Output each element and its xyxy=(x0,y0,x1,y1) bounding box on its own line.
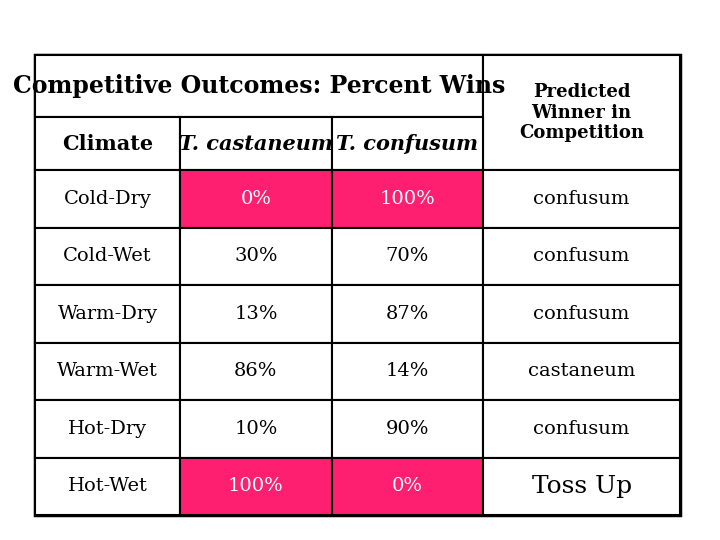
Text: Predicted
Winner in
Competition: Predicted Winner in Competition xyxy=(519,83,644,143)
Text: Toss Up: Toss Up xyxy=(531,475,631,498)
Bar xyxy=(35,342,180,400)
Bar xyxy=(483,227,680,285)
Bar xyxy=(35,55,483,117)
Text: T. confusum: T. confusum xyxy=(336,133,479,153)
Text: confusum: confusum xyxy=(534,247,630,265)
Text: 90%: 90% xyxy=(386,420,429,438)
Bar xyxy=(332,117,483,170)
Text: Climate: Climate xyxy=(62,133,153,153)
Text: 14%: 14% xyxy=(386,362,429,380)
Text: Competitive Outcomes: Percent Wins: Competitive Outcomes: Percent Wins xyxy=(13,74,505,98)
Text: confusum: confusum xyxy=(534,420,630,438)
Bar xyxy=(332,285,483,342)
Bar xyxy=(180,400,332,457)
Text: 13%: 13% xyxy=(234,305,278,323)
Text: 100%: 100% xyxy=(379,190,436,208)
Text: Cold-Wet: Cold-Wet xyxy=(63,247,152,265)
Bar xyxy=(483,342,680,400)
Text: Hot-Wet: Hot-Wet xyxy=(68,477,148,495)
Bar xyxy=(35,400,180,457)
Bar xyxy=(332,342,483,400)
Bar xyxy=(483,170,680,227)
Bar xyxy=(35,457,180,515)
Text: 30%: 30% xyxy=(234,247,278,265)
Text: Hot-Dry: Hot-Dry xyxy=(68,420,147,438)
Bar xyxy=(180,285,332,342)
Text: confusum: confusum xyxy=(534,305,630,323)
Text: 10%: 10% xyxy=(234,420,278,438)
Bar xyxy=(35,117,180,170)
Text: 100%: 100% xyxy=(228,477,284,495)
Bar xyxy=(483,457,680,515)
Text: 0%: 0% xyxy=(240,190,271,208)
Bar xyxy=(332,227,483,285)
Bar xyxy=(35,227,180,285)
Bar xyxy=(35,55,680,515)
Text: Cold-Dry: Cold-Dry xyxy=(63,190,151,208)
Text: T. castaneum: T. castaneum xyxy=(179,133,333,153)
Text: 70%: 70% xyxy=(386,247,429,265)
Bar xyxy=(180,342,332,400)
Text: confusum: confusum xyxy=(534,190,630,208)
Bar xyxy=(35,170,180,227)
Bar xyxy=(180,170,332,227)
Bar xyxy=(332,400,483,457)
Bar xyxy=(180,227,332,285)
Bar xyxy=(180,117,332,170)
Text: Warm-Wet: Warm-Wet xyxy=(57,362,158,380)
Bar xyxy=(35,285,180,342)
Bar xyxy=(180,457,332,515)
Text: Warm-Dry: Warm-Dry xyxy=(58,305,158,323)
Bar xyxy=(483,285,680,342)
Bar xyxy=(483,55,680,170)
Text: 87%: 87% xyxy=(386,305,429,323)
Text: 86%: 86% xyxy=(234,362,278,380)
Text: castaneum: castaneum xyxy=(528,362,635,380)
Bar xyxy=(332,170,483,227)
Text: 0%: 0% xyxy=(392,477,423,495)
Bar xyxy=(483,400,680,457)
Bar xyxy=(332,457,483,515)
